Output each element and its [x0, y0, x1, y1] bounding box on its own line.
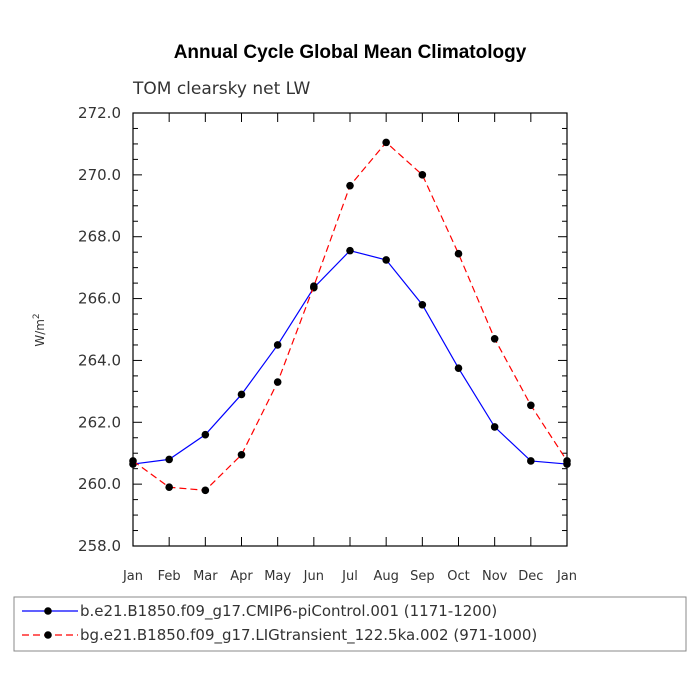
series-2-point [310, 282, 318, 291]
y-axis-label-superscript: 2 [32, 313, 42, 319]
legend-swatch-marker-2 [44, 631, 52, 639]
legend-entry-2: bg.e21.B1850.f09_g17.LIGtransient_122.5k… [80, 626, 537, 645]
series-2-point [418, 171, 427, 179]
x-tick-label: Oct [447, 569, 469, 584]
y-tick-label: 258.0 [78, 537, 121, 555]
x-tick-label: Sep [410, 569, 435, 584]
series-1-point [490, 423, 499, 431]
series-1-point [237, 390, 246, 399]
x-tick-label: Aug [373, 569, 398, 584]
series-2-point [346, 181, 354, 190]
series-1-point [346, 246, 354, 255]
y-tick-label: 266.0 [78, 290, 121, 308]
series-1-point [454, 364, 463, 372]
series-2-point [237, 450, 246, 459]
series-2-point [129, 457, 137, 465]
series-1-point [201, 430, 210, 439]
series-1-point [527, 457, 535, 465]
y-tick-label: 270.0 [78, 166, 121, 184]
legend: b.e21.B1850.f09_g17.CMIP6-piControl.001 … [13, 596, 687, 652]
legend-swatch-marker-1 [44, 607, 52, 615]
series-line-2 [132, 141, 568, 491]
series-2-point [382, 138, 390, 147]
legend-box [13, 596, 687, 652]
y-tick-label: 272.0 [78, 104, 121, 122]
plot-frame [132, 112, 568, 547]
series-2-point [490, 334, 499, 343]
series-2-point [165, 483, 173, 492]
x-tick-label: Mar [193, 569, 218, 584]
x-tick-label: Nov [482, 569, 508, 584]
chart-title: Annual Cycle Global Mean Climatology [174, 42, 527, 63]
series-1-point [273, 341, 282, 349]
x-tick-label: Jun [303, 569, 324, 584]
axes-group: 258.0 260.0 262.0 264.0 266.0 268.0 270.0 272.0… [78, 104, 577, 584]
series-line-1 [132, 249, 568, 465]
y-tick-label: 268.0 [78, 228, 121, 246]
x-tick-label: Dec [518, 569, 543, 584]
x-tick-label: Feb [158, 569, 181, 584]
y-tick-label: 262.0 [78, 413, 121, 431]
series-2-point [563, 457, 571, 465]
chart-subtitle: TOM clearsky net LW [132, 79, 311, 99]
y-tick-label: 264.0 [78, 351, 121, 369]
y-tick-label: 260.0 [78, 475, 121, 493]
x-tick-label: Apr [230, 569, 253, 584]
x-tick-label: Jan [556, 569, 577, 584]
series-1-point [165, 455, 173, 464]
y-axis-label: W/m2 [32, 313, 47, 346]
x-tick-label: Jul [341, 569, 358, 584]
legend-entry-1: b.e21.B1850.f09_g17.CMIP6-piControl.001 … [80, 602, 497, 621]
x-tick-label: Jan [122, 569, 143, 584]
series-2-point [273, 378, 282, 386]
series-1-point [382, 256, 390, 264]
x-tick-label: May [264, 569, 291, 584]
series-1-point [418, 300, 427, 309]
series-2-point [454, 249, 463, 258]
series-2-point [201, 486, 210, 495]
series-2-point [527, 401, 535, 410]
series-group [129, 138, 571, 495]
y-axis-label-unit: W/m [33, 319, 47, 347]
